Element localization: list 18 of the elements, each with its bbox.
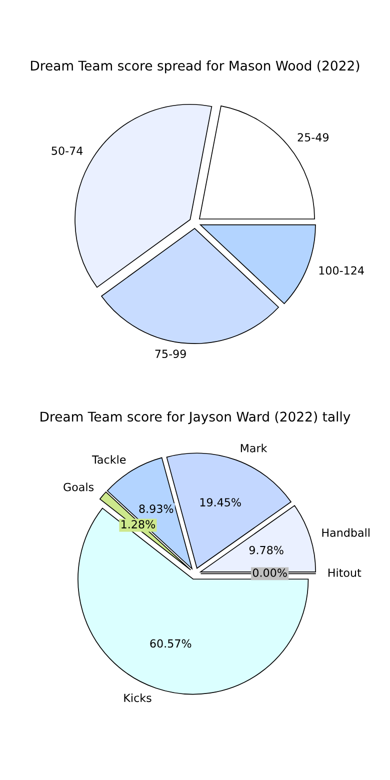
chart-title: Dream Team score spread for Mason Wood (2022): [31, 60, 360, 74]
slice-label: Mark: [240, 444, 268, 452]
slice-label: Handball: [322, 528, 370, 537]
category-label: Hitout: [328, 568, 362, 577]
chart-title: Dream Team score for Jayson Ward (2022) tally: [40, 411, 350, 424]
data-label: 19.45%: [200, 498, 241, 506]
slice-label: 50-74: [52, 146, 83, 155]
slice-label: Tackle: [92, 455, 126, 464]
slice-label: 25-49: [298, 133, 329, 142]
slice-label: 100-124: [319, 266, 364, 275]
data-label: 60.57%: [150, 639, 192, 648]
data-label: 8.93%: [139, 504, 174, 513]
data-label: 1.28%: [122, 520, 155, 528]
text: 0.00%: [252, 568, 287, 577]
data-label: 9.78%: [249, 546, 284, 554]
slice-label: Goals: [64, 482, 94, 492]
slice-label: Kicks: [124, 693, 152, 702]
slice-label: 75-99: [155, 350, 186, 358]
